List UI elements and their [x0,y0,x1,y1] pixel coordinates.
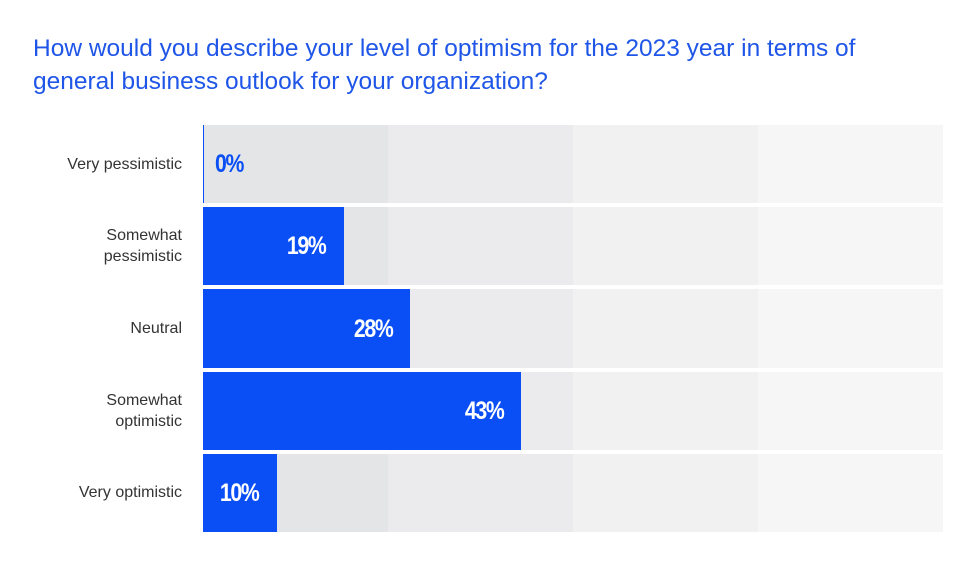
background-band [203,125,388,204]
bar [203,371,522,450]
chart-title: How would you describe your level of opt… [33,35,856,95]
category-label: Somewhat pessimistic [103,227,182,266]
category-label: Neutral [130,320,182,337]
bar [203,453,277,532]
value-label: 19% [286,232,327,261]
background-band [573,371,758,450]
bar [203,125,204,204]
background-band [758,371,943,450]
background-band [388,207,573,286]
value-label: 10% [220,478,260,507]
category-label: Somewhat optimistic [106,391,182,430]
background-band [573,207,758,286]
background-band [388,289,573,368]
background-band [758,125,943,204]
background-band [388,125,573,204]
background-band [573,453,758,532]
category-label: Very optimistic [78,484,182,502]
bar [203,289,411,368]
value-label: 28% [353,314,393,343]
category-label: Very pessimistic [67,155,182,173]
background-band [758,289,943,368]
background-band [388,453,573,532]
value-label: 0% [215,150,244,179]
background-band [573,289,758,368]
value-label: 43% [464,396,504,425]
bar [203,207,344,286]
background-band [758,453,943,532]
background-band [758,207,943,286]
background-band [573,125,758,204]
